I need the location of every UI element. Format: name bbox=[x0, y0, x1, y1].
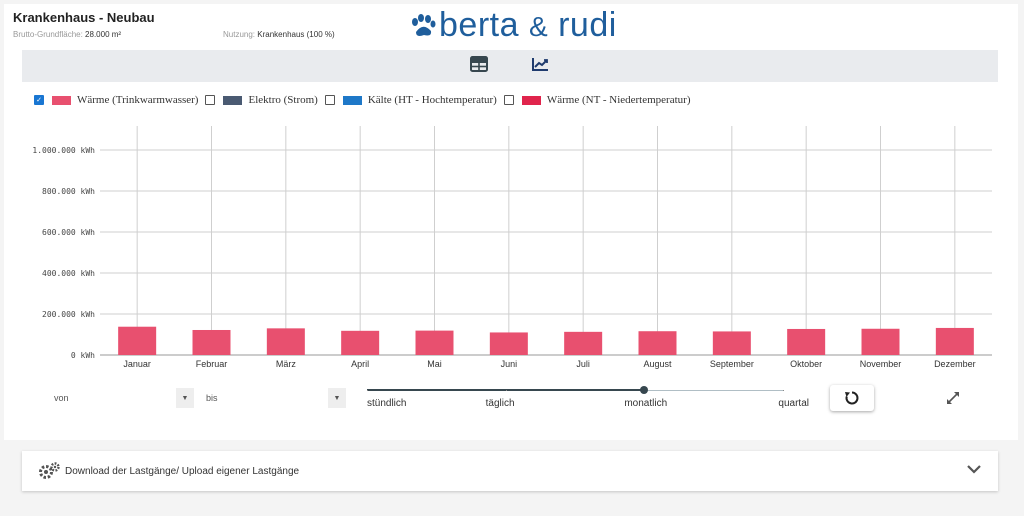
legend-swatch bbox=[521, 95, 541, 105]
usage-label: Nutzung: bbox=[223, 30, 256, 39]
y-tick-label: 800.000 kWh bbox=[42, 187, 95, 196]
logo: berta & rudi bbox=[410, 6, 617, 46]
y-tick-label: 0 kWh bbox=[71, 351, 95, 360]
download-upload-label: Download der Lastgänge/ Upload eigener L… bbox=[65, 465, 300, 477]
legend-swatch bbox=[223, 95, 243, 105]
legend-swatch bbox=[342, 95, 362, 105]
legend-label: Elektro (Strom) bbox=[248, 94, 318, 106]
x-tick-label: Juli bbox=[576, 359, 590, 369]
slider-tick bbox=[783, 390, 784, 391]
to-select[interactable]: bis ▼ bbox=[204, 388, 346, 408]
slider-option-label[interactable]: quartal bbox=[778, 398, 809, 409]
legend-item[interactable]: Elektro (Strom) bbox=[205, 94, 318, 106]
x-tick-label: Januar bbox=[123, 359, 151, 369]
bar bbox=[266, 328, 305, 355]
legend-checkbox[interactable] bbox=[324, 95, 335, 105]
x-tick-label: Mai bbox=[427, 359, 442, 369]
area-label: Brutto-Grundfläche: bbox=[13, 30, 83, 39]
x-tick-label: August bbox=[643, 359, 672, 369]
x-tick-label: Oktober bbox=[790, 359, 822, 369]
x-tick-label: Juni bbox=[501, 359, 518, 369]
legend-checkbox[interactable] bbox=[205, 95, 216, 105]
reset-icon bbox=[845, 391, 859, 405]
slider-option-label[interactable]: täglich bbox=[485, 398, 515, 409]
x-tick-label: Dezember bbox=[934, 359, 976, 369]
slider-option-label[interactable]: monatlich bbox=[624, 398, 668, 409]
bar bbox=[712, 331, 751, 355]
expand-icon bbox=[947, 392, 959, 404]
line-chart-icon bbox=[532, 58, 548, 71]
resolution-slider[interactable]: stündlich täglich monatlich quartal bbox=[367, 384, 809, 414]
legend-item[interactable]: Wärme (NT - Niedertemperatur) bbox=[503, 94, 691, 106]
to-select-arrow-icon: ▼ bbox=[328, 388, 346, 408]
bar-chart: 0 kWh 200.000 kWh 400.000 kWh 600.000 kWh 80… bbox=[32, 126, 992, 369]
slider-tick bbox=[367, 390, 368, 391]
slider-thumb[interactable] bbox=[640, 386, 649, 394]
from-select-value: von bbox=[54, 393, 69, 403]
bar bbox=[192, 329, 231, 355]
bar bbox=[638, 331, 677, 355]
legend-label: Wärme (Trinkwarmwasser) bbox=[77, 94, 199, 106]
y-tick-label: 400.000 kWh bbox=[42, 269, 95, 278]
x-tick-label: November bbox=[860, 359, 902, 369]
gears-icon bbox=[39, 462, 60, 479]
paw-icon bbox=[412, 14, 436, 36]
chart-legend: ✓ Wärme (Trinkwarmwasser) Elektro (Strom) K… bbox=[34, 94, 697, 106]
fullscreen-button[interactable] bbox=[944, 389, 964, 407]
usage-info: Nutzung: Krankenhaus (100 %) bbox=[223, 30, 335, 39]
chart-view-button[interactable] bbox=[531, 56, 551, 76]
table-icon bbox=[470, 56, 488, 72]
from-select-arrow-icon: ▼ bbox=[176, 388, 194, 408]
download-upload-panel[interactable]: Download der Lastgänge/ Upload eigener L… bbox=[22, 451, 998, 491]
logo-text-left: berta bbox=[439, 6, 519, 44]
bar bbox=[489, 332, 528, 355]
reset-button[interactable] bbox=[830, 385, 874, 411]
slider-tick bbox=[505, 390, 507, 391]
x-tick-label: April bbox=[351, 359, 369, 369]
bar bbox=[861, 328, 900, 355]
bar bbox=[935, 327, 974, 355]
legend-label: Kälte (HT - Hochtemperatur) bbox=[367, 94, 497, 106]
from-select[interactable]: von ▼ bbox=[52, 388, 194, 408]
logo-text: berta & rudi bbox=[439, 5, 617, 47]
slider-option-label[interactable]: stündlich bbox=[367, 398, 407, 409]
logo-text-right: rudi bbox=[558, 6, 617, 44]
chevron-down-icon bbox=[967, 465, 981, 474]
bar bbox=[564, 331, 603, 355]
y-tick-label: 600.000 kWh bbox=[42, 228, 95, 237]
bar bbox=[118, 326, 157, 355]
legend-checkbox[interactable]: ✓ bbox=[34, 95, 44, 105]
x-tick-label: Februar bbox=[196, 359, 228, 369]
logo-text-amp: & bbox=[528, 11, 549, 42]
bar bbox=[787, 328, 826, 355]
page-title: Krankenhaus - Neubau bbox=[13, 10, 155, 25]
legend-item[interactable]: Kälte (HT - Hochtemperatur) bbox=[324, 94, 497, 106]
legend-label: Wärme (NT - Niedertemperatur) bbox=[546, 94, 691, 106]
table-view-button[interactable] bbox=[470, 56, 490, 76]
legend-swatch bbox=[52, 95, 71, 105]
legend-item[interactable]: ✓ Wärme (Trinkwarmwasser) bbox=[34, 94, 198, 106]
area-value: 28.000 m² bbox=[85, 30, 122, 39]
x-tick-label: September bbox=[710, 359, 754, 369]
y-tick-label: 1.000.000 kWh bbox=[32, 146, 95, 155]
bar bbox=[341, 330, 380, 355]
x-tick-label: März bbox=[276, 359, 296, 369]
to-select-value: bis bbox=[206, 393, 218, 403]
bar bbox=[415, 330, 454, 355]
y-tick-label: 200.000 kWh bbox=[42, 310, 95, 319]
area-info: Brutto-Grundfläche: 28.000 m² bbox=[13, 30, 121, 39]
usage-value: Krankenhaus (100 %) bbox=[257, 30, 335, 39]
legend-checkbox[interactable] bbox=[503, 95, 514, 105]
view-toolbar bbox=[22, 50, 998, 82]
